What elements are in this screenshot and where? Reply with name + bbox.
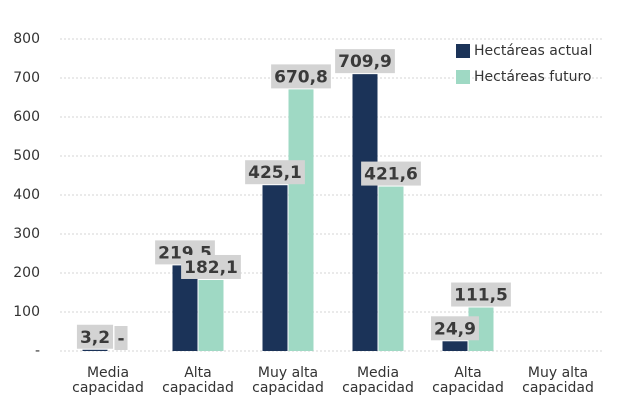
x-tick-label: Alta capacidad <box>432 365 504 396</box>
bar <box>262 185 288 351</box>
legend-label: Hectáreas futuro <box>474 69 591 85</box>
value-label: 421,6 <box>364 165 418 185</box>
value-label: 24,9 <box>434 319 476 339</box>
bar <box>288 89 314 351</box>
x-tick-label: Alta capacidad <box>162 365 234 396</box>
y-tick-label: 300 <box>13 226 40 242</box>
y-tick-label: 700 <box>13 70 40 86</box>
legend-swatch <box>456 44 470 58</box>
y-tick-label: 600 <box>13 109 40 125</box>
value-label: 111,5 <box>454 286 508 306</box>
y-tick-label: 500 <box>13 148 40 164</box>
value-label-bg <box>451 282 511 307</box>
bar <box>198 279 224 351</box>
value-label-bg <box>335 49 395 74</box>
bar <box>352 74 378 351</box>
value-label-bg <box>114 326 128 350</box>
bar <box>172 265 198 351</box>
value-label-bg <box>181 254 241 279</box>
bar <box>378 186 404 351</box>
bar <box>442 341 468 351</box>
y-tick-label: - <box>35 343 40 359</box>
value-label-bg <box>271 64 331 89</box>
value-label: 709,9 <box>338 52 392 72</box>
value-label-bg <box>245 160 305 185</box>
y-tick-label: 200 <box>13 265 40 281</box>
value-label-bg <box>431 316 479 341</box>
value-label: 670,8 <box>274 67 328 87</box>
legend-label: Hectáreas actual <box>474 43 592 59</box>
value-label: 182,1 <box>184 258 238 278</box>
value-label: - <box>117 329 124 349</box>
bar <box>82 349 108 351</box>
value-label: 3,2 <box>80 328 110 348</box>
x-tick-label: Media capacidad <box>72 365 144 396</box>
x-tick-label: Media capacidad <box>342 365 414 396</box>
legend-swatch <box>456 70 470 84</box>
value-label-bg <box>361 161 421 186</box>
y-tick-label: 800 <box>13 31 40 47</box>
x-tick-label: Muy alta capacidad <box>252 365 324 396</box>
y-tick-label: 100 <box>13 304 40 320</box>
value-label: 425,1 <box>248 163 302 183</box>
y-tick-label: 400 <box>13 187 40 203</box>
x-tick-label: Muy alta capacidad <box>522 365 594 396</box>
value-label-bg <box>76 324 114 349</box>
